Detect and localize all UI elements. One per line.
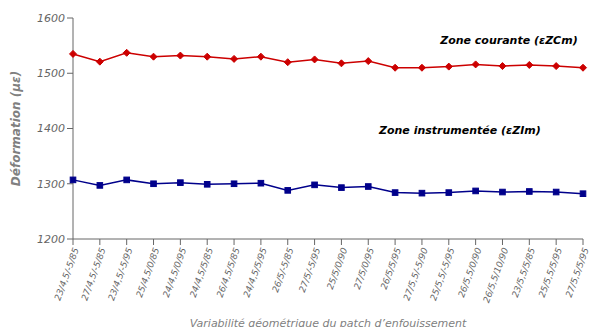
svg-text:1300: 1300 [37, 178, 65, 191]
svg-text:26/5,5/0/90: 26/5,5/0/90 [456, 246, 483, 299]
svg-text:26/5,5/10/90: 26/5,5/10/90 [481, 246, 510, 304]
svg-text:23/4,5/-5/95: 23/4,5/-5/95 [106, 246, 134, 302]
svg-text:26/5/-5/85: 26/5/-5/85 [270, 246, 295, 294]
svg-text:26/4,5/5/85: 26/4,5/5/85 [215, 246, 242, 299]
svg-text:27/5,5/5/95: 27/5,5/5/95 [564, 246, 591, 299]
svg-text:Variabilité géométrique du pat: Variabilité géométrique du patch d’enfou… [190, 317, 467, 327]
svg-text:25/5/0/90: 25/5/0/90 [325, 246, 349, 291]
html-text:Zone instrumentée (εZIm): Zone instrumentée (εZIm) [379, 124, 541, 138]
svg-text:1400: 1400 [37, 122, 65, 135]
svg-text:24/4,5/5/85: 24/4,5/5/85 [188, 246, 215, 299]
svg-text:24/4,5/5/95: 24/4,5/5/95 [242, 246, 269, 299]
svg-text:23/5,5/5/85: 23/5,5/5/85 [510, 246, 537, 299]
svg-text:24/4,5/0/95: 24/4,5/0/95 [161, 246, 188, 299]
svg-text:27/5,5/-5/90: 27/5,5/-5/90 [402, 246, 430, 302]
svg-text:27/5/-5/95: 27/5/-5/95 [297, 246, 322, 294]
html-text:Zone courante (εZCm): Zone courante (εZCm) [440, 33, 578, 47]
svg-text:25/5,5/5/95: 25/5,5/5/95 [537, 246, 564, 299]
svg-text:1500: 1500 [37, 67, 65, 80]
svg-text:1200: 1200 [37, 233, 65, 246]
svg-text:Déformation (με): Déformation (με) [9, 71, 23, 186]
svg-text:25/4,5/0/85: 25/4,5/0/85 [134, 246, 161, 299]
svg-text:26/5/5/95: 26/5/5/95 [379, 246, 403, 291]
svg-text:25/5,5/-5/95: 25/5,5/-5/95 [428, 246, 456, 302]
svg-text:23/4,5/-5/85: 23/4,5/-5/85 [53, 246, 81, 302]
svg-text:27/5/0/95: 27/5/0/95 [352, 246, 376, 291]
svg-text:27/4,5/-5/85: 27/4,5/-5/85 [79, 246, 107, 302]
svg-text:1600: 1600 [37, 12, 65, 25]
